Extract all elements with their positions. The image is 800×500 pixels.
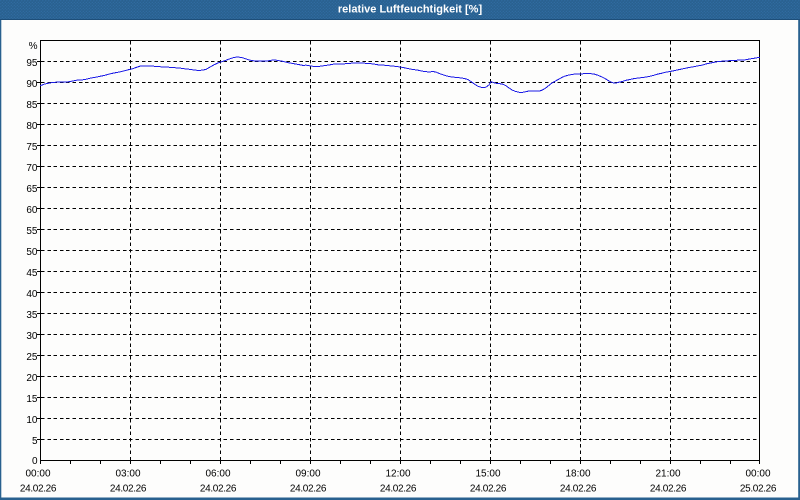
svg-text:24.02.26: 24.02.26 (560, 484, 597, 495)
svg-text:09:00: 09:00 (295, 469, 320, 480)
svg-text:60: 60 (26, 205, 38, 216)
svg-text:18:00: 18:00 (565, 469, 590, 480)
svg-text:40: 40 (26, 289, 38, 300)
svg-text:70: 70 (26, 163, 38, 174)
svg-text:65: 65 (26, 184, 38, 195)
svg-text:12:00: 12:00 (385, 469, 410, 480)
svg-text:90: 90 (26, 79, 38, 90)
svg-text:00:00: 00:00 (25, 469, 50, 480)
svg-text:85: 85 (26, 100, 38, 111)
svg-text:24.02.26: 24.02.26 (470, 484, 507, 495)
svg-text:45: 45 (26, 268, 38, 279)
svg-text:0: 0 (32, 456, 38, 467)
svg-text:00:00: 00:00 (745, 469, 770, 480)
svg-text:06:00: 06:00 (205, 469, 230, 480)
svg-text:50: 50 (26, 247, 38, 258)
svg-text:03:00: 03:00 (115, 469, 140, 480)
svg-text:20: 20 (26, 373, 38, 384)
svg-text:24.02.26: 24.02.26 (110, 484, 147, 495)
svg-text:15: 15 (26, 394, 38, 405)
svg-text:95: 95 (26, 58, 38, 69)
svg-text:relative Luftfeuchtigkeit [%]: relative Luftfeuchtigkeit [%] (338, 3, 483, 15)
svg-text:5: 5 (32, 436, 38, 447)
svg-text:24.02.26: 24.02.26 (650, 484, 687, 495)
svg-text:55: 55 (26, 226, 38, 237)
svg-text:25: 25 (26, 352, 38, 363)
svg-text:10: 10 (26, 415, 38, 426)
svg-text:35: 35 (26, 310, 38, 321)
svg-text:%: % (29, 41, 38, 52)
svg-text:24.02.26: 24.02.26 (380, 484, 417, 495)
svg-text:75: 75 (26, 142, 38, 153)
svg-text:25.02.26: 25.02.26 (740, 484, 777, 495)
svg-text:24.02.26: 24.02.26 (290, 484, 327, 495)
svg-text:24.02.26: 24.02.26 (200, 484, 237, 495)
svg-text:15:00: 15:00 (475, 469, 500, 480)
svg-text:24.02.26: 24.02.26 (20, 484, 57, 495)
svg-text:80: 80 (26, 121, 38, 132)
svg-text:21:00: 21:00 (655, 469, 680, 480)
svg-text:30: 30 (26, 331, 38, 342)
